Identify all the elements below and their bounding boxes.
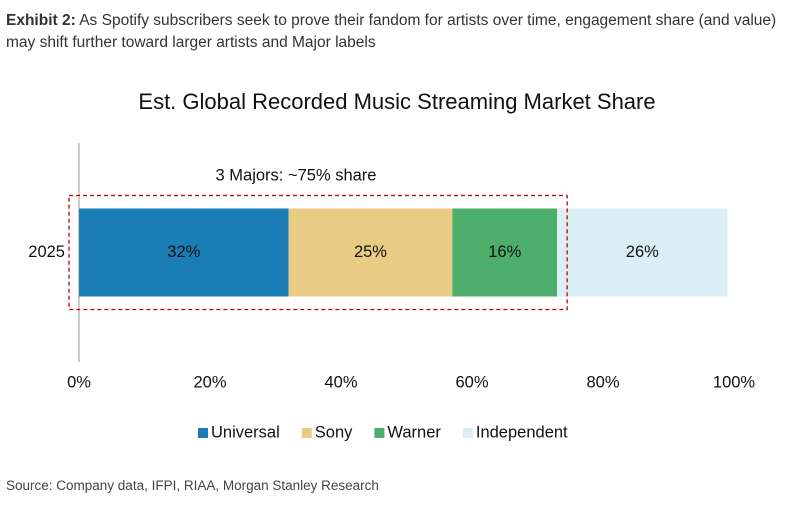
- bar-segment: [288, 208, 453, 297]
- bar-segment: [557, 208, 728, 297]
- x-tick-label: 80%: [586, 373, 619, 391]
- annotation: 3 Majors: ~75% share: [216, 166, 377, 184]
- data-label: 26%: [626, 243, 659, 261]
- chart: Est. Global Recorded Music Streaming Mar…: [28, 89, 756, 442]
- data-label: 16%: [488, 243, 521, 261]
- legend-label: Warner: [387, 423, 441, 441]
- header: Exhibit 2: As Spotify subscribers seek t…: [6, 10, 804, 54]
- exhibit-text: As Spotify subscribers seek to prove the…: [6, 12, 777, 51]
- legend-swatch: [374, 428, 385, 438]
- highlight-box: [68, 194, 568, 311]
- legend-swatch: [301, 428, 312, 438]
- chart-title: Est. Global Recorded Music Streaming Mar…: [138, 89, 655, 114]
- source: Source: Company data, IFPI, RIAA, Morgan…: [6, 478, 379, 493]
- bar-segment: [452, 208, 558, 297]
- legend-label: Independent: [476, 423, 568, 441]
- exhibit-label: Exhibit 2:: [6, 12, 76, 29]
- legend-label: Sony: [315, 423, 353, 441]
- x-tick-label: 100%: [713, 373, 756, 391]
- legend-label: Universal: [211, 423, 280, 441]
- data-label: 32%: [167, 243, 200, 261]
- legend-swatch: [462, 428, 473, 438]
- x-tick-label: 20%: [193, 373, 226, 391]
- x-tick-label: 0%: [67, 373, 91, 391]
- legend-swatch: [198, 428, 208, 438]
- y-tick-label: 2025: [28, 243, 65, 261]
- x-tick-label: 40%: [324, 373, 357, 391]
- bar-segment: [79, 208, 289, 297]
- x-tick-label: 60%: [455, 373, 488, 391]
- data-label: 25%: [354, 243, 387, 261]
